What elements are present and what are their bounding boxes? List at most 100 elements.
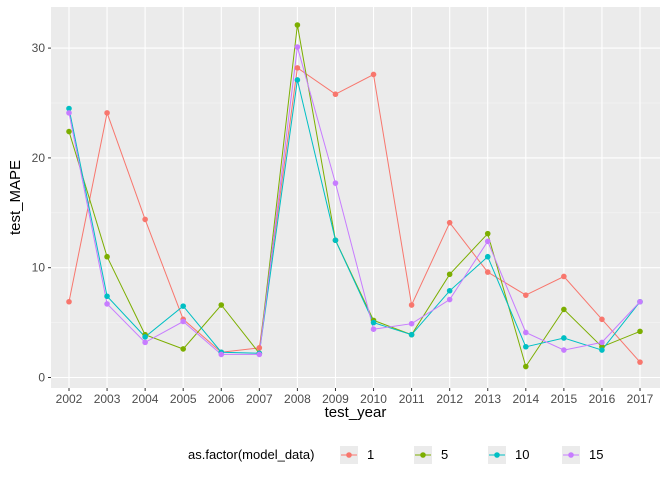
- data-point: [256, 351, 263, 358]
- legend-title: as.factor(model_data): [188, 447, 314, 462]
- series-points-10: [66, 77, 643, 357]
- data-point: [180, 346, 187, 352]
- x-tick-label: 2011: [399, 392, 425, 406]
- data-point: [370, 326, 377, 332]
- data-point: [370, 319, 377, 326]
- data-point: [104, 301, 110, 307]
- data-point: [218, 351, 225, 358]
- legend-label: 1: [367, 447, 374, 462]
- y-tick-label: 30: [32, 41, 46, 55]
- data-point: [332, 180, 339, 186]
- data-point: [484, 230, 491, 237]
- legend-key-point: [420, 452, 426, 458]
- series-10: [68, 79, 641, 354]
- legend-item-10: 10: [488, 446, 529, 464]
- x-tick-label: 2007: [246, 392, 273, 406]
- data-point: [332, 237, 339, 244]
- data-point: [218, 302, 225, 308]
- legend-key-point: [494, 452, 500, 458]
- series-1: [68, 67, 641, 363]
- y-axis: 0 10 20 30: [32, 41, 51, 385]
- y-tick-label: 0: [38, 371, 45, 385]
- legend-key-point: [346, 452, 352, 458]
- series-points-15: [66, 44, 643, 358]
- data-point: [294, 77, 301, 83]
- data-point: [66, 110, 72, 116]
- legend-key-point: [568, 452, 574, 458]
- major-gridlines: [51, 7, 660, 388]
- x-tick-label: 2003: [94, 392, 121, 406]
- series-line-15: [68, 46, 641, 355]
- x-tick-label: 2004: [132, 392, 159, 406]
- data-point: [599, 347, 605, 353]
- data-point: [294, 44, 301, 50]
- legend-label: 5: [441, 447, 448, 462]
- data-point: [523, 292, 529, 298]
- x-tick-label: 2009: [322, 392, 349, 406]
- data-point: [561, 273, 567, 280]
- series-line-10: [68, 79, 641, 354]
- data-point: [484, 269, 491, 275]
- y-tick-label: 20: [32, 151, 46, 165]
- y-axis-title: test_MAPE: [7, 160, 24, 235]
- data-point: [599, 316, 605, 323]
- x-tick-label: 2016: [589, 392, 616, 406]
- data-point: [637, 328, 643, 335]
- x-tick-label: 2002: [56, 392, 83, 406]
- data-point: [332, 91, 339, 98]
- data-point: [66, 128, 72, 135]
- data-point: [561, 347, 567, 353]
- series-points-1: [66, 65, 643, 365]
- legend-item-5: 5: [414, 446, 448, 464]
- data-point: [180, 318, 187, 325]
- data-point: [66, 298, 72, 305]
- x-axis: 2002 2003 2004 2005 2006 2007 2008 2009 2010 2011…: [56, 388, 654, 406]
- data-point: [142, 334, 148, 340]
- series-line-1: [68, 67, 641, 363]
- legend-label: 15: [589, 447, 603, 462]
- data-point: [180, 303, 187, 309]
- data-point: [104, 293, 110, 300]
- y-tick-label: 10: [32, 261, 46, 275]
- series-layer: [66, 22, 643, 370]
- x-tick-label: 2010: [360, 392, 387, 406]
- x-tick-label: 2014: [512, 392, 539, 406]
- x-tick-label: 2017: [627, 392, 654, 406]
- data-point: [599, 339, 605, 346]
- data-point: [561, 306, 567, 313]
- data-point: [294, 65, 301, 71]
- x-tick-label: 2012: [436, 392, 463, 406]
- data-point: [561, 335, 567, 341]
- x-tick-label: 2013: [474, 392, 501, 406]
- legend: as.factor(model_data) 1 5 10 15: [188, 446, 603, 464]
- x-tick-label: 2005: [170, 392, 197, 406]
- data-point: [408, 320, 415, 327]
- data-point: [408, 331, 415, 338]
- x-tick-label: 2006: [208, 392, 235, 406]
- data-point: [637, 298, 643, 305]
- data-point: [104, 253, 110, 260]
- data-point: [446, 296, 453, 303]
- data-point: [637, 359, 643, 365]
- data-point: [446, 219, 453, 226]
- data-point: [256, 345, 263, 351]
- series-15: [68, 46, 641, 355]
- data-point: [104, 110, 110, 116]
- legend-item-15: 15: [562, 446, 603, 464]
- legend-label: 10: [515, 447, 529, 462]
- data-point: [142, 216, 148, 223]
- data-point: [523, 343, 529, 350]
- data-point: [446, 271, 453, 278]
- x-tick-label: 2008: [284, 392, 311, 406]
- data-point: [523, 363, 529, 370]
- data-point: [446, 287, 453, 294]
- legend-item-1: 1: [340, 446, 374, 464]
- x-axis-title: test_year: [325, 404, 387, 421]
- data-point: [142, 339, 148, 346]
- data-point: [408, 302, 415, 308]
- data-point: [523, 329, 529, 336]
- x-tick-label: 2015: [551, 392, 578, 406]
- data-point: [484, 253, 491, 260]
- data-point: [370, 71, 377, 78]
